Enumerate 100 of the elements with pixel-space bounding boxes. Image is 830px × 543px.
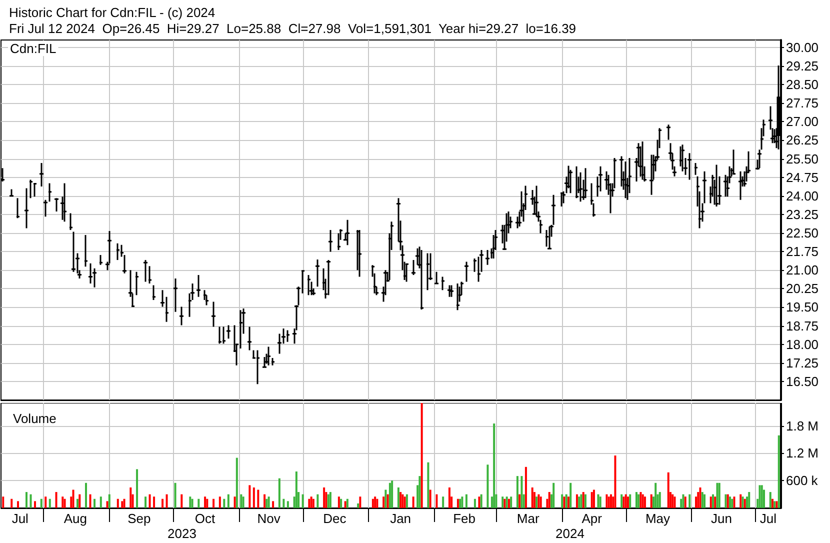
bar [189, 496, 192, 508]
bar [728, 496, 731, 508]
bar [338, 496, 340, 508]
candlestick [42, 199, 48, 218]
bar [48, 498, 51, 508]
candlestick [358, 229, 362, 278]
bar [55, 492, 58, 508]
bar [480, 494, 482, 508]
candlestick [62, 182, 68, 222]
bar [474, 498, 476, 508]
bar [565, 494, 568, 508]
bar [629, 494, 632, 508]
bar [456, 498, 459, 508]
bar [680, 498, 682, 508]
bar [540, 496, 542, 508]
candlestick [638, 146, 644, 178]
bar [650, 494, 652, 508]
bar [136, 469, 138, 508]
candlestick [306, 274, 312, 296]
candlestick [598, 166, 604, 192]
candlestick [492, 234, 496, 260]
y-tick-label: 19.50 [786, 300, 819, 315]
bar [268, 496, 270, 508]
bar [344, 501, 346, 508]
bar [418, 476, 421, 508]
bar [153, 496, 156, 508]
candlestick [134, 271, 140, 296]
bar [357, 503, 360, 508]
y-tick-label: 21.75 [786, 244, 819, 260]
candlestick [84, 234, 88, 268]
bar [386, 494, 389, 508]
candlestick [560, 192, 564, 208]
bar [40, 498, 42, 508]
candlestick [24, 187, 30, 230]
bar [44, 496, 47, 508]
bar [218, 496, 221, 508]
candlestick [226, 324, 232, 340]
x-tick-label: May [645, 511, 671, 526]
chart-subtitle: Fri Jul 12 2024 Op=26.45 Hi=29.27 Lo=25.88 Cl=27.98 Vol=1,591,301 Year hi=29.27 lo=16.39 [9, 21, 576, 36]
bar [323, 487, 326, 508]
candlestick [276, 332, 282, 354]
bar [397, 487, 400, 508]
bar [701, 492, 704, 508]
candlestick [686, 152, 692, 181]
bar [406, 494, 408, 508]
candlestick [210, 301, 216, 328]
bar [106, 501, 108, 508]
bar [148, 494, 151, 508]
bar [123, 498, 126, 508]
bar [252, 487, 255, 508]
y-tick-label: 16.50 [786, 374, 819, 389]
bar [448, 487, 450, 508]
bar [223, 498, 226, 508]
bar [391, 480, 394, 508]
bar [257, 490, 260, 508]
bar [359, 496, 362, 508]
bar [236, 458, 238, 508]
text: 2024 [556, 526, 584, 541]
candlestick [286, 329, 290, 343]
bar [760, 485, 763, 508]
candlestick [70, 231, 76, 273]
bar [240, 494, 242, 508]
bar [712, 494, 714, 508]
bar [278, 478, 280, 508]
y-tick-label: 25.50 [786, 151, 819, 166]
y-tick-label: 18.75 [786, 318, 819, 334]
bar [2, 496, 4, 508]
candlestick [582, 167, 588, 199]
bar [302, 494, 304, 508]
candlestick [98, 254, 104, 266]
y-tick-label: 28.50 [786, 77, 819, 92]
y-tick-label: 21.00 [786, 262, 819, 278]
candlestick [256, 350, 260, 385]
candlestick [410, 259, 416, 276]
candlestick [88, 262, 94, 284]
bar [108, 494, 110, 508]
candlestick [618, 156, 624, 188]
candlestick [246, 326, 252, 352]
candlestick [54, 197, 60, 212]
bar [206, 498, 208, 508]
candlestick [218, 326, 222, 344]
bar [272, 501, 274, 508]
y-tick-label: 20.25 [786, 281, 819, 296]
y-tick-label: 24.00 [786, 188, 819, 204]
bar [72, 490, 74, 508]
y-tick-label: 27.00 [786, 114, 819, 130]
bar [667, 472, 670, 508]
x-tick-label: Oct [194, 511, 216, 526]
bar [518, 494, 521, 508]
candlestick [456, 282, 460, 311]
candlestick [694, 162, 698, 176]
bar [538, 494, 540, 508]
bar [626, 496, 629, 508]
bar [493, 424, 496, 508]
bar [718, 482, 720, 508]
bar [78, 494, 81, 508]
candlestick [534, 184, 540, 218]
bar [85, 482, 88, 508]
candlestick [68, 212, 74, 231]
bar [748, 492, 750, 508]
